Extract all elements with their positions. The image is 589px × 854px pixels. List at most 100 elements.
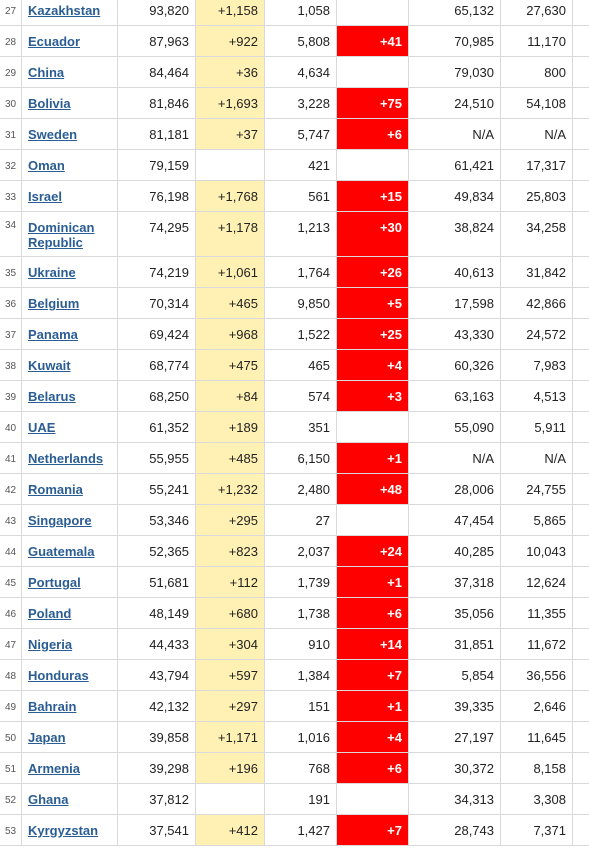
active-cases-cell: 5,865 [501,505,573,535]
total-cases-cell: 39,858 [118,722,196,752]
row-trailing-cell [573,119,589,149]
country-link[interactable]: UAE [28,420,56,435]
country-link[interactable]: Romania [28,482,83,497]
country-link[interactable]: Oman [28,158,65,173]
total-cases-cell: 74,219 [118,257,196,287]
recovered-cell: N/A [409,443,501,473]
country-cell: Oman [22,150,118,180]
country-cell: Israel [22,181,118,211]
row-number: 40 [0,412,22,442]
row-trailing-cell [573,350,589,380]
new-cases-cell [196,150,265,180]
country-link[interactable]: Israel [28,189,62,204]
recovered-cell: 47,454 [409,505,501,535]
row-trailing-cell [573,815,589,845]
new-cases-cell: +475 [196,350,265,380]
country-link[interactable]: China [28,65,65,80]
active-cases-cell: N/A [501,119,573,149]
recovered-cell: 34,313 [409,784,501,814]
country-link[interactable]: Belarus [28,389,76,404]
table-row: 43 Singapore 53,346 +295 27 47,454 5,865 [0,505,589,536]
country-link[interactable]: Netherlands [28,451,104,466]
recovered-cell: 28,006 [409,474,501,504]
country-link[interactable]: Dominican Republic [28,220,95,250]
recovered-cell: 40,285 [409,536,501,566]
row-number: 53 [0,815,22,845]
new-cases-cell: +485 [196,443,265,473]
row-number: 44 [0,536,22,566]
country-link[interactable]: Kazakhstan [28,3,101,18]
total-cases-cell: 39,298 [118,753,196,783]
country-link[interactable]: Guatemala [28,544,95,559]
country-link[interactable]: Belgium [28,296,80,311]
table-row: 40 UAE 61,352 +189 351 55,090 5,911 [0,412,589,443]
table-row: 37 Panama 69,424 +968 1,522 +25 43,330 24,572 [0,319,589,350]
new-cases-cell: +680 [196,598,265,628]
country-link[interactable]: Ghana [28,792,69,807]
row-trailing-cell [573,0,589,25]
table-row: 33 Israel 76,198 +1,768 561 +15 49,834 25,803 [0,181,589,212]
new-deaths-cell [337,784,409,814]
country-cell: Bolivia [22,88,118,118]
total-deaths-cell: 27 [265,505,337,535]
country-cell: Poland [22,598,118,628]
table-row: 35 Ukraine 74,219 +1,061 1,764 +26 40,613 31,84… [0,257,589,288]
row-number: 43 [0,505,22,535]
row-trailing-cell [573,660,589,690]
country-link[interactable]: Japan [28,730,66,745]
row-trailing-cell [573,88,589,118]
country-cell: Armenia [22,753,118,783]
row-trailing-cell [573,784,589,814]
country-link[interactable]: Kuwait [28,358,71,373]
new-deaths-cell: +1 [337,691,409,721]
country-link[interactable]: Portugal [28,575,81,590]
table-row: 27 Kazakhstan 93,820 +1,158 1,058 65,132 27,63… [0,0,589,26]
new-cases-cell: +189 [196,412,265,442]
new-deaths-cell: +30 [337,212,409,256]
total-cases-cell: 79,159 [118,150,196,180]
new-deaths-cell: +6 [337,119,409,149]
row-trailing-cell [573,150,589,180]
row-trailing-cell [573,212,589,256]
total-deaths-cell: 2,037 [265,536,337,566]
table-row: 31 Sweden 81,181 +37 5,747 +6 N/A N/A [0,119,589,150]
table-row: 34 Dominican Republic 74,295 +1,178 1,213 +30… [0,212,589,257]
new-cases-cell: +1,693 [196,88,265,118]
country-link[interactable]: Nigeria [28,637,73,652]
country-cell: Portugal [22,567,118,597]
country-link[interactable]: Poland [28,606,72,621]
row-number: 46 [0,598,22,628]
table-row: 32 Oman 79,159 421 61,421 17,317 [0,150,589,181]
new-deaths-cell: +6 [337,598,409,628]
table-row: 30 Bolivia 81,846 +1,693 3,228 +75 24,510 54,10… [0,88,589,119]
country-link[interactable]: Bahrain [28,699,77,714]
country-link[interactable]: Armenia [28,761,81,776]
recovered-cell: 61,421 [409,150,501,180]
total-deaths-cell: 191 [265,784,337,814]
new-deaths-cell: +4 [337,722,409,752]
new-deaths-cell: +25 [337,319,409,349]
total-deaths-cell: 1,427 [265,815,337,845]
total-cases-cell: 84,464 [118,57,196,87]
row-trailing-cell [573,181,589,211]
total-deaths-cell: 1,384 [265,660,337,690]
country-link[interactable]: Sweden [28,127,78,142]
country-link[interactable]: Bolivia [28,96,71,111]
new-cases-cell: +465 [196,288,265,318]
new-deaths-cell: +7 [337,815,409,845]
country-link[interactable]: Ukraine [28,265,76,280]
country-link[interactable]: Ecuador [28,34,81,49]
active-cases-cell: 5,911 [501,412,573,442]
new-cases-cell: +412 [196,815,265,845]
total-cases-cell: 61,352 [118,412,196,442]
country-link[interactable]: Panama [28,327,78,342]
total-cases-cell: 69,424 [118,319,196,349]
country-link[interactable]: Kyrgyzstan [28,823,99,838]
total-deaths-cell: 3,228 [265,88,337,118]
country-link[interactable]: Honduras [28,668,89,683]
country-cell: Bahrain [22,691,118,721]
active-cases-cell: 54,108 [501,88,573,118]
total-deaths-cell: 768 [265,753,337,783]
country-link[interactable]: Singapore [28,513,92,528]
